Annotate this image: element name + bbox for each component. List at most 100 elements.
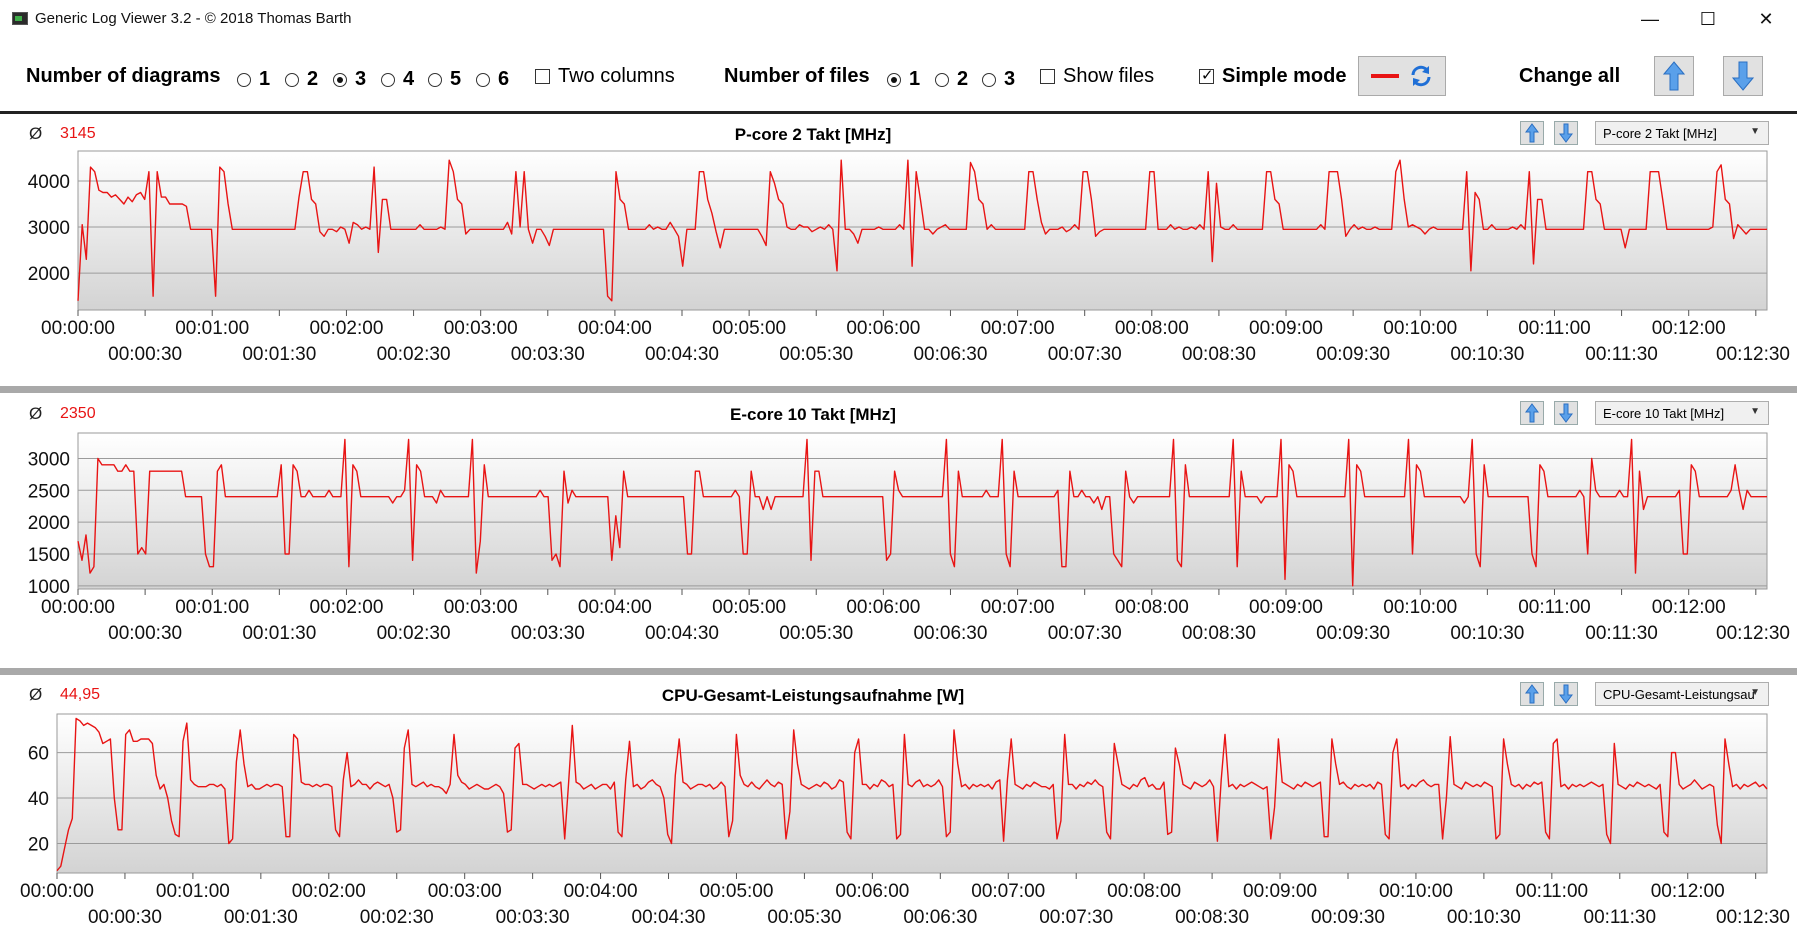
x-tick-label: 00:01:00 — [175, 318, 249, 339]
number-of-diagrams-label: Number of diagrams — [26, 65, 221, 87]
x-tick-label: 00:08:30 — [1182, 344, 1256, 365]
channel-select[interactable]: CPU-Gesamt-Leistungsau ▼ — [1595, 682, 1769, 706]
x-tick-label: 00:12:00 — [1652, 597, 1726, 618]
average-symbol: Ø — [29, 404, 43, 423]
arrow-up-icon — [1663, 61, 1685, 91]
change-all-up-button[interactable] — [1654, 56, 1694, 96]
radio-dot-icon — [887, 72, 901, 87]
radio-dot-icon — [381, 72, 395, 87]
panel-splitter[interactable] — [0, 668, 1797, 675]
minimize-button[interactable]: — — [1621, 0, 1679, 39]
x-tick-label: 00:12:00 — [1651, 881, 1725, 902]
x-tick-label: 00:10:30 — [1450, 344, 1524, 365]
x-tick-label: 00:05:30 — [779, 623, 853, 644]
x-tick-label: 00:10:00 — [1379, 881, 1453, 902]
y-tick-label: 60 — [28, 744, 49, 765]
diagrams-radio-3[interactable]: 3 — [333, 68, 366, 91]
x-tick-label: 00:10:00 — [1383, 597, 1457, 618]
average-value: 44,95 — [60, 686, 101, 703]
diagrams-radio-5[interactable]: 5 — [428, 68, 461, 91]
move-down-button[interactable] — [1554, 121, 1578, 145]
x-tick-label: 00:11:30 — [1584, 907, 1657, 928]
diagrams-radio-6[interactable]: 6 — [476, 68, 509, 91]
x-tick-label: 00:04:00 — [578, 318, 652, 339]
y-tick-label: 3000 — [28, 218, 70, 239]
maximize-icon: ☐ — [1699, 9, 1717, 29]
y-tick-label: 40 — [28, 789, 49, 810]
x-tick-label: 00:09:00 — [1249, 318, 1323, 339]
x-tick-label: 00:02:00 — [292, 881, 366, 902]
x-tick-label: 00:12:00 — [1652, 318, 1726, 339]
diagrams-radio-2[interactable]: 2 — [285, 68, 318, 91]
change-all-down-button[interactable] — [1723, 56, 1763, 96]
x-tick-label: 00:01:30 — [242, 623, 316, 644]
line-chart[interactable]: 20 40 60 00:00:00 00:01:00 00:02:00 00:03:00 00… — [0, 675, 1797, 951]
x-tick-label: 00:00:30 — [108, 344, 182, 365]
average-value: 2350 — [60, 405, 96, 422]
x-tick-label: 00:01:00 — [156, 881, 230, 902]
x-tick-label: 00:03:00 — [444, 318, 518, 339]
radio-dot-icon — [935, 72, 949, 87]
x-tick-label: 00:00:00 — [20, 881, 94, 902]
move-up-button[interactable] — [1520, 401, 1544, 425]
x-tick-label: 00:03:00 — [428, 881, 502, 902]
chart-title: E-core 10 Takt [MHz] — [730, 405, 896, 424]
channel-select-value: E-core 10 Takt [MHz] — [1603, 406, 1725, 421]
simple-mode-checkbox[interactable]: Simple mode — [1199, 65, 1346, 88]
window-title: Generic Log Viewer 3.2 - © 2018 Thomas B… — [35, 10, 352, 27]
x-tick-label: 00:11:00 — [1518, 318, 1591, 339]
x-tick-label: 00:05:30 — [767, 907, 841, 928]
move-down-button[interactable] — [1554, 401, 1578, 425]
x-tick-label: 00:08:30 — [1182, 623, 1256, 644]
x-tick-label: 00:02:00 — [309, 597, 383, 618]
close-button[interactable]: ✕ — [1737, 0, 1795, 39]
average-symbol: Ø — [29, 685, 43, 704]
files-radio-1[interactable]: 1 — [887, 68, 920, 91]
x-tick-label: 00:07:30 — [1048, 344, 1122, 365]
maximize-button[interactable]: ☐ — [1679, 0, 1737, 39]
line-chart[interactable]: 2000 3000 4000 00:00:00 00:01:00 00:02:00 00:0… — [0, 114, 1797, 386]
channel-select[interactable]: E-core 10 Takt [MHz] ▼ — [1595, 401, 1769, 425]
y-tick-label: 2500 — [28, 481, 70, 502]
x-tick-label: 00:08:00 — [1115, 318, 1189, 339]
diagrams-radio-1[interactable]: 1 — [237, 68, 270, 91]
move-up-button[interactable] — [1520, 121, 1544, 145]
arrow-down-icon — [1732, 61, 1754, 91]
y-tick-label: 2000 — [28, 264, 70, 285]
diagrams-radio-4[interactable]: 4 — [381, 68, 414, 91]
files-radio-3[interactable]: 3 — [982, 68, 1015, 91]
x-tick-label: 00:05:00 — [712, 318, 786, 339]
plot-area — [56, 713, 1768, 874]
toolbar-divider — [0, 111, 1797, 114]
y-tick-label: 1500 — [28, 545, 70, 566]
show-files-checkbox[interactable]: Show files — [1040, 65, 1154, 88]
x-tick-label: 00:10:00 — [1383, 318, 1457, 339]
arrow-down-icon — [1559, 684, 1573, 704]
plot-area — [77, 432, 1768, 590]
arrow-up-icon — [1525, 684, 1539, 704]
x-tick-label: 00:06:00 — [846, 318, 920, 339]
x-tick-label: 00:03:30 — [496, 907, 570, 928]
x-tick-label: 00:04:30 — [645, 344, 719, 365]
panel-splitter[interactable] — [0, 386, 1797, 393]
x-tick-label: 00:06:30 — [913, 623, 987, 644]
line-style-button[interactable] — [1358, 56, 1446, 96]
two-columns-checkbox[interactable]: Two columns — [535, 65, 675, 88]
number-of-files-label: Number of files — [724, 65, 870, 87]
change-all-label: Change all — [1519, 65, 1621, 87]
move-up-button[interactable] — [1520, 682, 1544, 706]
x-tick-label: 00:11:30 — [1585, 623, 1658, 644]
x-tick-label: 00:07:00 — [971, 881, 1045, 902]
plot-area — [77, 150, 1768, 311]
channel-select-value: P-core 2 Takt [MHz] — [1603, 126, 1717, 141]
channel-select[interactable]: P-core 2 Takt [MHz] ▼ — [1595, 121, 1769, 145]
x-tick-label: 00:00:30 — [108, 623, 182, 644]
checkbox-icon — [1040, 69, 1055, 84]
x-tick-label: 00:02:00 — [309, 318, 383, 339]
x-tick-label: 00:07:00 — [981, 318, 1055, 339]
move-down-button[interactable] — [1554, 682, 1578, 706]
files-radio-2[interactable]: 2 — [935, 68, 968, 91]
x-tick-label: 00:01:30 — [242, 344, 316, 365]
line-chart[interactable]: 1000 1500 2000 2500 3000 00:00:00 00:01:00 00:0… — [0, 394, 1797, 668]
x-tick-label: 00:11:00 — [1516, 881, 1589, 902]
